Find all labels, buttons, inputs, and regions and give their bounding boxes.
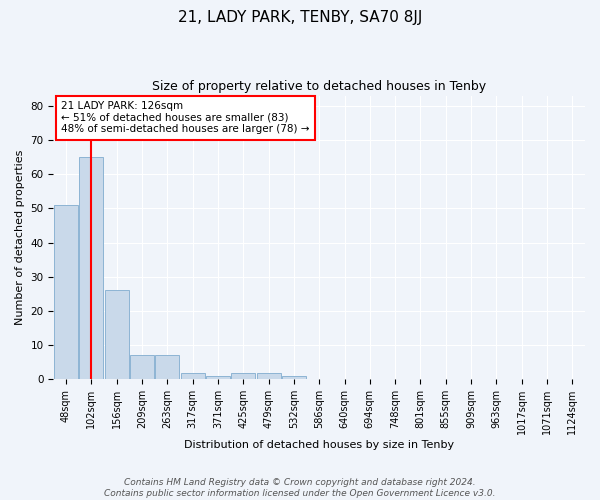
X-axis label: Distribution of detached houses by size in Tenby: Distribution of detached houses by size …: [184, 440, 454, 450]
Bar: [104, 290, 129, 380]
Title: Size of property relative to detached houses in Tenby: Size of property relative to detached ho…: [152, 80, 486, 93]
Y-axis label: Number of detached properties: Number of detached properties: [15, 150, 25, 325]
Bar: [79, 157, 103, 380]
Bar: [130, 356, 154, 380]
Bar: [282, 376, 306, 380]
Bar: [54, 205, 78, 380]
Bar: [181, 372, 205, 380]
Bar: [206, 376, 230, 380]
Text: 21, LADY PARK, TENBY, SA70 8JJ: 21, LADY PARK, TENBY, SA70 8JJ: [178, 10, 422, 25]
Bar: [155, 356, 179, 380]
Text: 21 LADY PARK: 126sqm
← 51% of detached houses are smaller (83)
48% of semi-detac: 21 LADY PARK: 126sqm ← 51% of detached h…: [61, 101, 310, 134]
Bar: [257, 372, 281, 380]
Bar: [231, 372, 255, 380]
Text: Contains HM Land Registry data © Crown copyright and database right 2024.
Contai: Contains HM Land Registry data © Crown c…: [104, 478, 496, 498]
